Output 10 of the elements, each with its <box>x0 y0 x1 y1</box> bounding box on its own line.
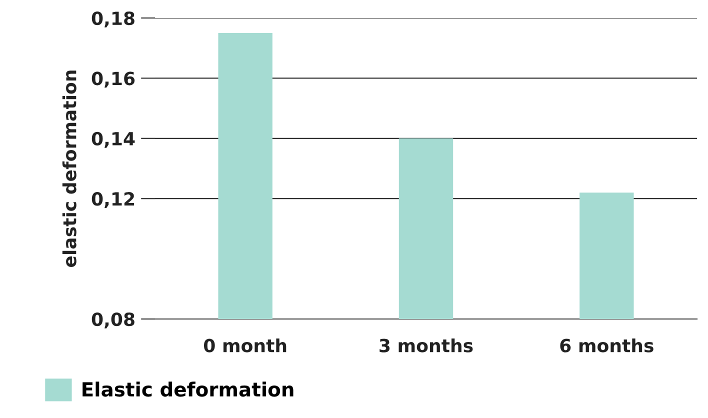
x-tick-label: 3 months <box>380 338 473 352</box>
x-tick-label: 6 months <box>560 338 654 352</box>
y-tick-label: 0,14 <box>92 132 135 148</box>
y-tick-label: 0,18 <box>92 11 134 28</box>
x-tick-label: 0 month <box>204 338 286 352</box>
y-tick-label: 0,08 <box>92 312 134 328</box>
y-tick-label: 0,12 <box>92 192 134 208</box>
y-tick-label: 0,16 <box>92 72 135 88</box>
y-axis-title: elastic deformation <box>62 70 76 268</box>
legend-label: Elastic deformation <box>82 382 294 397</box>
